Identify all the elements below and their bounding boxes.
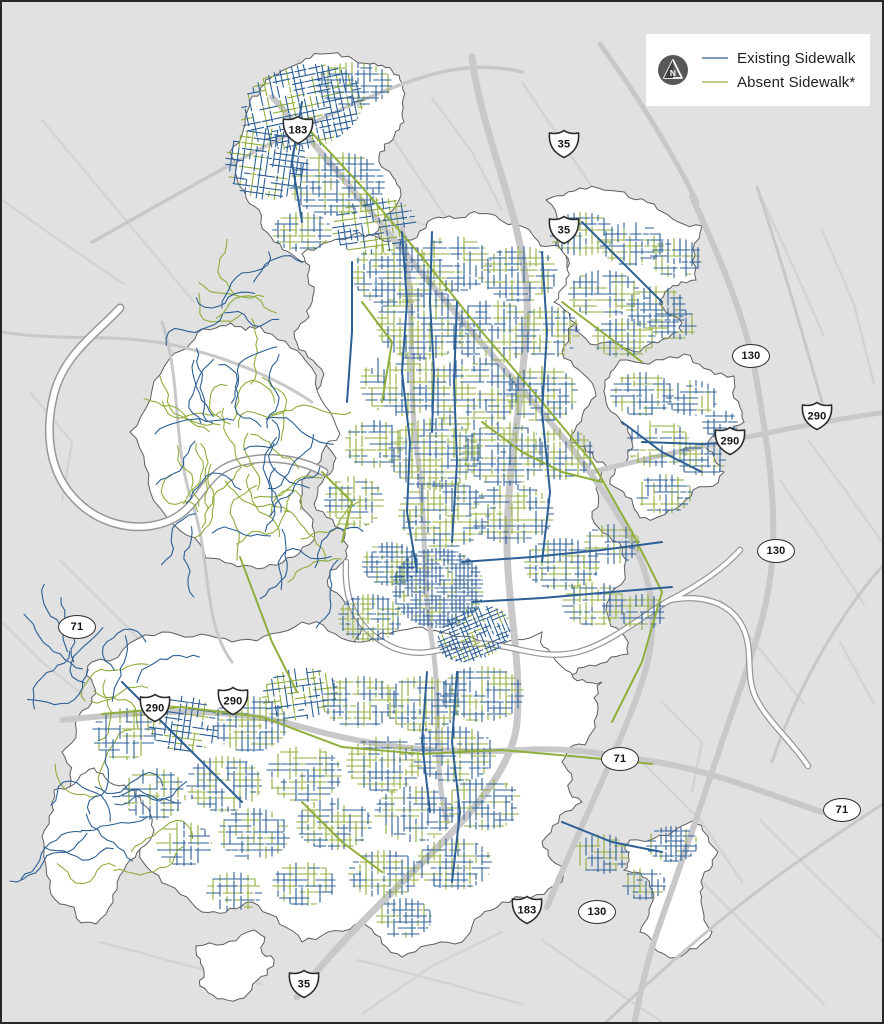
highway-shield-130: 130 <box>578 900 616 924</box>
highway-shield-71: 71 <box>601 747 639 771</box>
existing-sidewalk-swatch <box>702 57 728 59</box>
highway-shield-35: 35 <box>546 129 582 160</box>
us-route-shield-icon <box>548 215 580 245</box>
highway-shield-130: 130 <box>732 344 770 368</box>
legend: N Existing Sidewalk Absent Sidewalk* <box>646 34 870 106</box>
us-route-shield-icon <box>139 693 171 723</box>
svg-text:N: N <box>670 68 676 78</box>
highway-shield-71: 71 <box>823 798 861 822</box>
shield-route-number: 290 <box>145 702 165 715</box>
highway-shield-183: 183 <box>280 115 316 146</box>
us-route-shield-icon <box>801 401 833 431</box>
highway-shield-35: 35 <box>546 215 582 246</box>
highway-shield-71: 71 <box>58 615 96 639</box>
us-route-shield-icon <box>511 895 543 925</box>
highway-shield-290: 290 <box>712 426 748 457</box>
legend-items: Existing Sidewalk Absent Sidewalk* <box>702 50 862 91</box>
shield-route-number: 290 <box>807 410 827 423</box>
us-route-shield-icon <box>714 426 746 456</box>
legend-item-existing: Existing Sidewalk <box>702 50 862 67</box>
shield-route-number: 130 <box>587 906 607 918</box>
us-route-shield-icon <box>288 969 320 999</box>
shield-route-number: 130 <box>741 350 761 362</box>
highway-shield-35: 35 <box>286 969 322 1000</box>
shield-route-number: 71 <box>613 753 627 765</box>
shield-route-number: 71 <box>70 621 84 633</box>
north-arrow: N <box>656 53 690 87</box>
north-arrow-icon: N <box>658 55 688 85</box>
highway-shield-183: 183 <box>509 895 545 926</box>
us-route-shield-icon <box>282 115 314 145</box>
shield-route-number: 290 <box>720 435 740 448</box>
highway-shield-290: 290 <box>799 401 835 432</box>
shield-route-number: 35 <box>557 224 571 237</box>
highway-shield-130: 130 <box>757 539 795 563</box>
shield-route-number: 35 <box>557 138 571 151</box>
shield-route-number: 183 <box>517 904 537 917</box>
us-route-shield-icon <box>217 686 249 716</box>
highway-shield-290: 290 <box>137 693 173 724</box>
us-route-shield-icon <box>548 129 580 159</box>
shield-route-number: 71 <box>835 804 849 816</box>
highway-shield-290: 290 <box>215 686 251 717</box>
legend-item-absent: Absent Sidewalk* <box>702 74 862 91</box>
shield-route-number: 290 <box>223 695 243 708</box>
absent-sidewalk-label: Absent Sidewalk* <box>737 73 856 91</box>
shield-route-number: 130 <box>766 545 786 557</box>
existing-sidewalk-label: Existing Sidewalk <box>737 49 856 67</box>
shield-route-number: 183 <box>288 124 308 137</box>
shield-route-number: 35 <box>297 978 311 991</box>
absent-sidewalk-swatch <box>702 81 728 83</box>
